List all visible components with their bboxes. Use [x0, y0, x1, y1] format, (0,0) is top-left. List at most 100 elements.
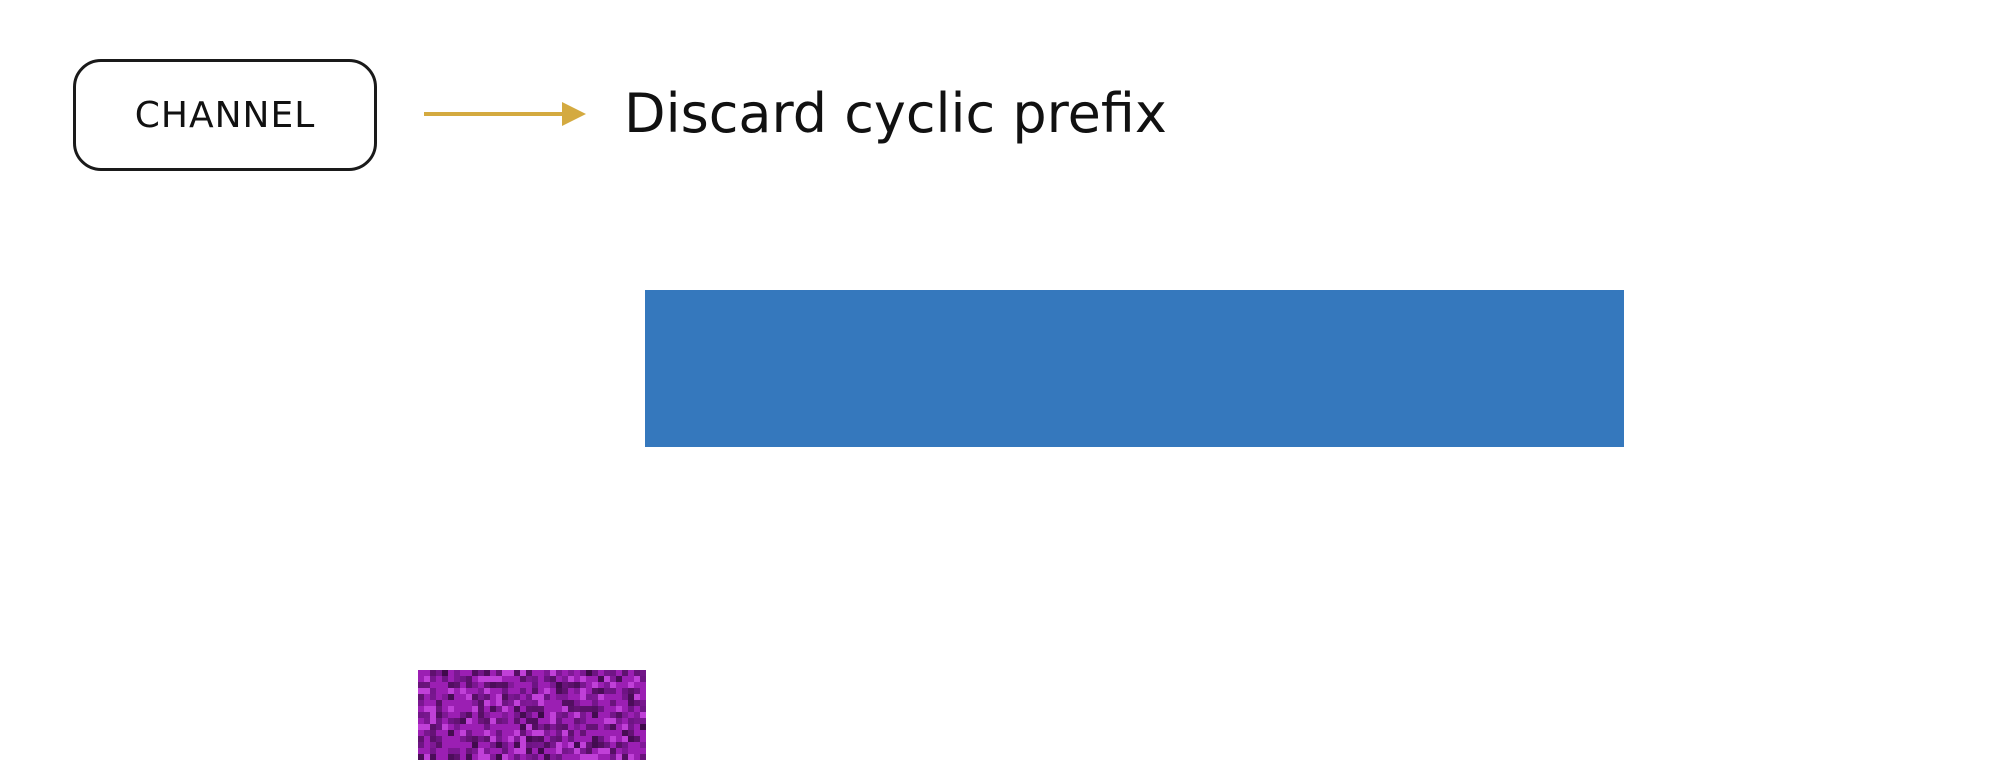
- prefix-noise-cell: [514, 736, 520, 742]
- prefix-noise-cell: [592, 694, 598, 700]
- prefix-noise-cell: [472, 706, 478, 712]
- prefix-noise-cell: [466, 676, 472, 682]
- prefix-noise-cell: [508, 736, 514, 742]
- prefix-noise-cell: [490, 718, 496, 724]
- prefix-noise-cell: [472, 700, 478, 706]
- prefix-noise-cell: [538, 706, 544, 712]
- prefix-noise-cell: [496, 700, 502, 706]
- prefix-noise-cell: [580, 682, 586, 688]
- prefix-noise-cell: [580, 712, 586, 718]
- prefix-noise-cell: [628, 688, 634, 694]
- prefix-noise-cell: [484, 748, 490, 754]
- prefix-noise-cell: [520, 688, 526, 694]
- prefix-noise-cell: [568, 670, 574, 676]
- prefix-noise-cell: [610, 724, 616, 730]
- prefix-noise-cell: [520, 730, 526, 736]
- prefix-noise-cell: [604, 748, 610, 754]
- prefix-noise-cell: [484, 700, 490, 706]
- prefix-noise-cell: [544, 688, 550, 694]
- prefix-noise-cell: [460, 730, 466, 736]
- prefix-noise-cell: [430, 742, 436, 748]
- prefix-noise-cell: [550, 718, 556, 724]
- prefix-noise-cell: [586, 724, 592, 730]
- prefix-noise-cell: [556, 694, 562, 700]
- prefix-noise-cell: [478, 688, 484, 694]
- prefix-noise-cell: [568, 730, 574, 736]
- prefix-noise-cell: [610, 676, 616, 682]
- prefix-noise-cell: [478, 736, 484, 742]
- prefix-noise-cell: [592, 670, 598, 676]
- prefix-noise-cell: [424, 754, 430, 760]
- prefix-noise-cell: [442, 712, 448, 718]
- prefix-noise-cell: [628, 682, 634, 688]
- prefix-noise-cell: [490, 676, 496, 682]
- prefix-noise-cell: [502, 706, 508, 712]
- prefix-noise-cell: [628, 706, 634, 712]
- prefix-noise-cell: [526, 754, 532, 760]
- prefix-noise-cell: [538, 694, 544, 700]
- prefix-noise-cell: [640, 670, 646, 676]
- prefix-noise-cell: [472, 736, 478, 742]
- prefix-noise-cell: [478, 748, 484, 754]
- prefix-noise-cell: [622, 712, 628, 718]
- prefix-noise-cell: [514, 706, 520, 712]
- prefix-noise-cell: [634, 736, 640, 742]
- prefix-noise-cell: [448, 730, 454, 736]
- prefix-noise-cell: [604, 742, 610, 748]
- prefix-noise-cell: [610, 754, 616, 760]
- prefix-noise-cell: [616, 754, 622, 760]
- prefix-noise-cell: [598, 748, 604, 754]
- prefix-noise-cell: [580, 748, 586, 754]
- prefix-noise-cell: [598, 742, 604, 748]
- prefix-noise-cell: [430, 676, 436, 682]
- prefix-noise-cell: [568, 706, 574, 712]
- prefix-noise-cell: [532, 718, 538, 724]
- prefix-noise-cell: [580, 754, 586, 760]
- prefix-noise-cell: [424, 706, 430, 712]
- prefix-noise-cell: [610, 736, 616, 742]
- prefix-noise-cell: [448, 688, 454, 694]
- prefix-noise-cell: [490, 706, 496, 712]
- prefix-noise-cell: [616, 706, 622, 712]
- prefix-noise-cell: [562, 676, 568, 682]
- prefix-noise-cell: [628, 700, 634, 706]
- prefix-noise-cell: [454, 724, 460, 730]
- prefix-noise-cell: [556, 730, 562, 736]
- prefix-noise-cell: [544, 754, 550, 760]
- prefix-noise-cell: [520, 742, 526, 748]
- prefix-noise-cell: [610, 700, 616, 706]
- prefix-noise-cell: [454, 754, 460, 760]
- cyclic-prefix-block: [418, 670, 646, 760]
- prefix-noise-cell: [640, 724, 646, 730]
- prefix-noise-cell: [442, 724, 448, 730]
- prefix-noise-cell: [634, 718, 640, 724]
- prefix-noise-cell: [436, 724, 442, 730]
- prefix-noise-cell: [514, 742, 520, 748]
- prefix-noise-cell: [448, 718, 454, 724]
- prefix-noise-cell: [580, 694, 586, 700]
- prefix-noise-cell: [610, 718, 616, 724]
- prefix-noise-cell: [628, 754, 634, 760]
- prefix-noise-cell: [502, 670, 508, 676]
- prefix-noise-cell: [550, 670, 556, 676]
- prefix-noise-cell: [556, 754, 562, 760]
- prefix-noise-cell: [634, 712, 640, 718]
- prefix-noise-cell: [538, 724, 544, 730]
- prefix-noise-cell: [418, 736, 424, 742]
- prefix-noise-cell: [556, 724, 562, 730]
- prefix-noise-cell: [466, 748, 472, 754]
- prefix-noise-cell: [484, 694, 490, 700]
- prefix-noise-cell: [526, 742, 532, 748]
- prefix-noise-cell: [538, 700, 544, 706]
- prefix-noise-cell: [466, 754, 472, 760]
- prefix-noise-cell: [430, 688, 436, 694]
- prefix-noise-cell: [526, 712, 532, 718]
- prefix-noise-cell: [454, 670, 460, 676]
- prefix-noise-cell: [430, 730, 436, 736]
- prefix-noise-cell: [610, 712, 616, 718]
- prefix-noise-cell: [592, 688, 598, 694]
- prefix-noise-cell: [628, 724, 634, 730]
- prefix-noise-cell: [634, 700, 640, 706]
- prefix-noise-cell: [430, 754, 436, 760]
- prefix-noise-cell: [586, 694, 592, 700]
